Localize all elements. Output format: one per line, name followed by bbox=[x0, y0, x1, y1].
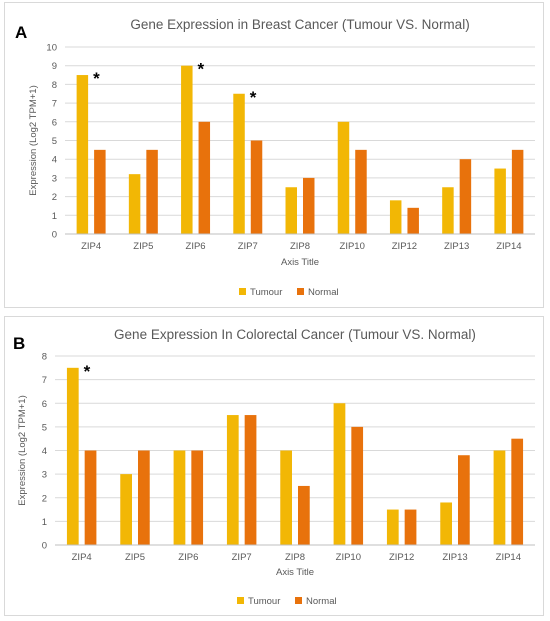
bar-tumour-zip5 bbox=[128, 174, 141, 234]
y-tick-label: 10 bbox=[46, 43, 57, 54]
y-tick-label: 5 bbox=[42, 422, 47, 433]
y-tick-label: 8 bbox=[42, 352, 47, 363]
panel-label: B bbox=[13, 334, 25, 353]
x-tick-label: ZIP13 bbox=[444, 241, 469, 252]
bar-tumour-zip8 bbox=[280, 450, 292, 545]
y-axis-title: Expression (Log2 TPM+1) bbox=[28, 85, 39, 195]
significance-star: * bbox=[84, 362, 91, 381]
x-tick-label: ZIP10 bbox=[340, 241, 365, 252]
significance-star: * bbox=[93, 69, 100, 88]
significance-star: * bbox=[198, 60, 205, 79]
y-tick-label: 2 bbox=[52, 192, 57, 203]
bar-normal-zip13 bbox=[458, 455, 470, 545]
bar-tumour-zip12 bbox=[389, 200, 402, 234]
y-tick-label: 2 bbox=[42, 493, 47, 504]
chart-title: Gene Expression In Colorectal Cancer (Tu… bbox=[114, 327, 476, 342]
x-tick-label: ZIP6 bbox=[178, 552, 198, 563]
legend-label-tumour: Tumour bbox=[250, 287, 282, 298]
x-tick-label: ZIP5 bbox=[125, 552, 145, 563]
y-tick-label: 9 bbox=[52, 61, 57, 72]
bar-tumour-zip13 bbox=[440, 502, 452, 545]
x-tick-label: ZIP12 bbox=[389, 552, 414, 563]
x-tick-label: ZIP13 bbox=[442, 552, 467, 563]
bar-normal-zip10 bbox=[351, 426, 364, 545]
x-tick-label: ZIP8 bbox=[290, 241, 310, 252]
x-tick-label: ZIP4 bbox=[81, 241, 101, 252]
bar-tumour-zip8 bbox=[285, 187, 297, 234]
bar-normal-zip4 bbox=[84, 450, 97, 545]
y-tick-label: 7 bbox=[52, 99, 57, 110]
significance-star: * bbox=[250, 88, 257, 107]
chart-panel-a: A Gene Expression in Breast Cancer (Tumou… bbox=[4, 2, 544, 308]
legend-label-normal: Normal bbox=[308, 287, 339, 298]
bar-tumour-zip7 bbox=[233, 93, 245, 234]
bar-normal-zip14 bbox=[511, 438, 524, 545]
y-tick-label: 0 bbox=[52, 230, 57, 241]
x-tick-label: ZIP7 bbox=[232, 552, 252, 563]
chart-title: Gene Expression in Breast Cancer (Tumour… bbox=[130, 17, 469, 32]
bar-tumour-zip4 bbox=[66, 367, 79, 545]
bar-normal-zip6 bbox=[198, 121, 211, 234]
chart-b-svg: B Gene Expression In Colorectal Cancer (T… bbox=[13, 327, 535, 607]
y-tick-label: 3 bbox=[42, 470, 47, 481]
x-tick-label: ZIP10 bbox=[336, 552, 361, 563]
bar-normal-zip5 bbox=[138, 450, 150, 545]
x-axis-title: Axis Title bbox=[276, 567, 314, 578]
bar-tumour-zip10 bbox=[333, 403, 346, 545]
bar-normal-zip8 bbox=[303, 177, 315, 234]
y-axis-title: Expression (Log2 TPM+1) bbox=[17, 395, 28, 505]
bar-tumour-zip7 bbox=[226, 415, 239, 545]
x-tick-label: ZIP6 bbox=[186, 241, 206, 252]
bar-tumour-zip14 bbox=[493, 450, 506, 545]
bar-normal-zip10 bbox=[355, 149, 367, 234]
y-tick-label: 7 bbox=[42, 375, 47, 386]
x-tick-label: ZIP14 bbox=[496, 552, 521, 563]
legend-swatch-tumour bbox=[237, 597, 244, 604]
legend-swatch-tumour bbox=[239, 288, 246, 295]
x-tick-label: ZIP7 bbox=[238, 241, 258, 252]
y-tick-label: 6 bbox=[52, 117, 57, 128]
chart-a-svg: A Gene Expression in Breast Cancer (Tumou… bbox=[15, 17, 535, 298]
bar-tumour-zip6 bbox=[173, 450, 186, 545]
bar-tumour-zip13 bbox=[442, 187, 454, 234]
y-tick-label: 4 bbox=[42, 446, 47, 457]
legend-label-normal: Normal bbox=[306, 596, 337, 607]
y-tick-label: 1 bbox=[42, 517, 47, 528]
y-tick-label: 6 bbox=[42, 399, 47, 410]
bar-normal-zip12 bbox=[404, 509, 417, 545]
legend-swatch-normal bbox=[297, 288, 304, 295]
bar-normal-zip4 bbox=[94, 149, 106, 234]
legend-label-tumour: Tumour bbox=[248, 596, 280, 607]
y-tick-label: 1 bbox=[52, 211, 57, 222]
panel-label: A bbox=[15, 23, 27, 42]
bar-tumour-zip6 bbox=[181, 65, 193, 234]
bar-tumour-zip10 bbox=[337, 121, 350, 234]
y-tick-label: 5 bbox=[52, 136, 57, 147]
y-tick-label: 8 bbox=[52, 80, 57, 91]
y-tick-label: 3 bbox=[52, 173, 57, 184]
y-tick-label: 4 bbox=[52, 155, 57, 166]
bar-normal-zip7 bbox=[250, 140, 263, 234]
bar-tumour-zip14 bbox=[494, 168, 506, 234]
bar-normal-zip6 bbox=[191, 450, 204, 545]
bar-tumour-zip12 bbox=[386, 509, 399, 545]
x-tick-label: ZIP14 bbox=[496, 241, 521, 252]
bar-normal-zip13 bbox=[459, 159, 472, 234]
x-tick-label: ZIP8 bbox=[285, 552, 305, 563]
bar-normal-zip5 bbox=[146, 149, 158, 234]
bar-normal-zip12 bbox=[407, 207, 419, 234]
x-tick-label: ZIP4 bbox=[72, 552, 92, 563]
bar-tumour-zip5 bbox=[120, 474, 132, 545]
bar-normal-zip14 bbox=[511, 149, 524, 234]
bar-normal-zip8 bbox=[298, 485, 310, 545]
x-axis-title: Axis Title bbox=[281, 257, 319, 268]
y-tick-label: 0 bbox=[42, 541, 47, 552]
x-tick-label: ZIP12 bbox=[392, 241, 417, 252]
bar-tumour-zip4 bbox=[76, 75, 89, 234]
bar-normal-zip7 bbox=[244, 415, 257, 545]
chart-panel-b: B Gene Expression In Colorectal Cancer (T… bbox=[4, 316, 544, 616]
legend-swatch-normal bbox=[295, 597, 302, 604]
x-tick-label: ZIP5 bbox=[133, 241, 153, 252]
